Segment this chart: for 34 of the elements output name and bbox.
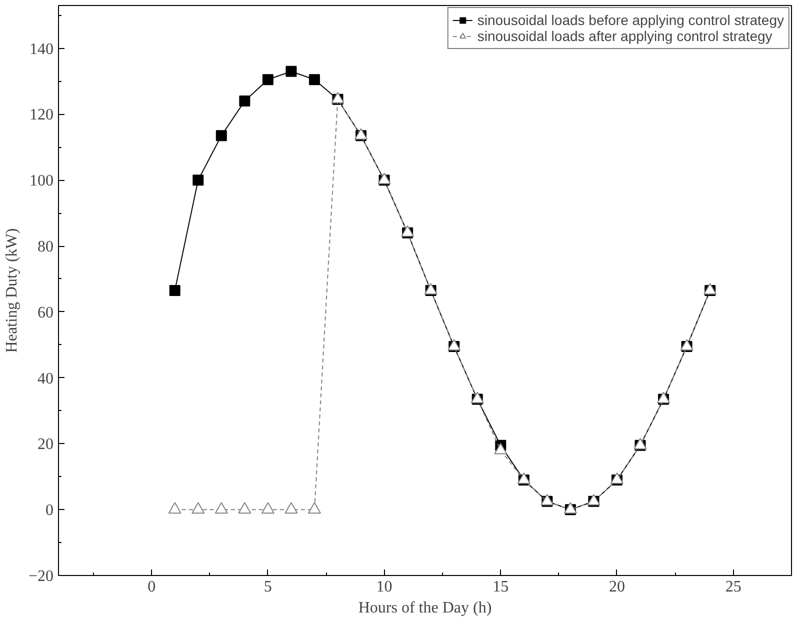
x-tick-label: 5: [264, 578, 272, 596]
x-tick-label: 0: [148, 578, 156, 596]
point: [308, 74, 320, 86]
point: [214, 502, 228, 514]
point: [239, 96, 250, 107]
point: [284, 502, 298, 514]
point: [494, 442, 508, 454]
point: [308, 502, 321, 514]
point: [169, 285, 180, 296]
point: [262, 74, 274, 86]
point: [286, 66, 297, 77]
x-tick-label: 15: [492, 578, 509, 596]
y-tick-label: 140: [30, 40, 54, 58]
legend-label: sinousoidal loads before applying control strategy: [477, 12, 784, 28]
point: [168, 502, 182, 514]
legend-label: sinousoidal loads after applying control strategy: [477, 28, 772, 44]
y-axis-title: Heating Duty (kW): [3, 228, 20, 353]
y-tick-label: 120: [30, 106, 54, 124]
y-tick-label: −20: [28, 568, 54, 585]
y-tick-label: 40: [38, 370, 54, 388]
point: [216, 130, 227, 142]
x-tick-label: 20: [608, 578, 625, 596]
point: [238, 502, 252, 514]
point: [261, 502, 274, 514]
y-tick-label: 60: [38, 304, 54, 322]
point: [192, 502, 205, 514]
y-tick-label: 0: [46, 502, 54, 520]
y-tick-label: 100: [30, 172, 54, 190]
y-tick-label: 20: [38, 436, 54, 454]
x-tick-label: 10: [376, 578, 392, 596]
y-tick-label: 80: [38, 238, 54, 256]
x-tick-label: 25: [725, 578, 742, 596]
point: [192, 174, 204, 186]
x-axis-title: Hours of the Day (h): [358, 600, 492, 616]
